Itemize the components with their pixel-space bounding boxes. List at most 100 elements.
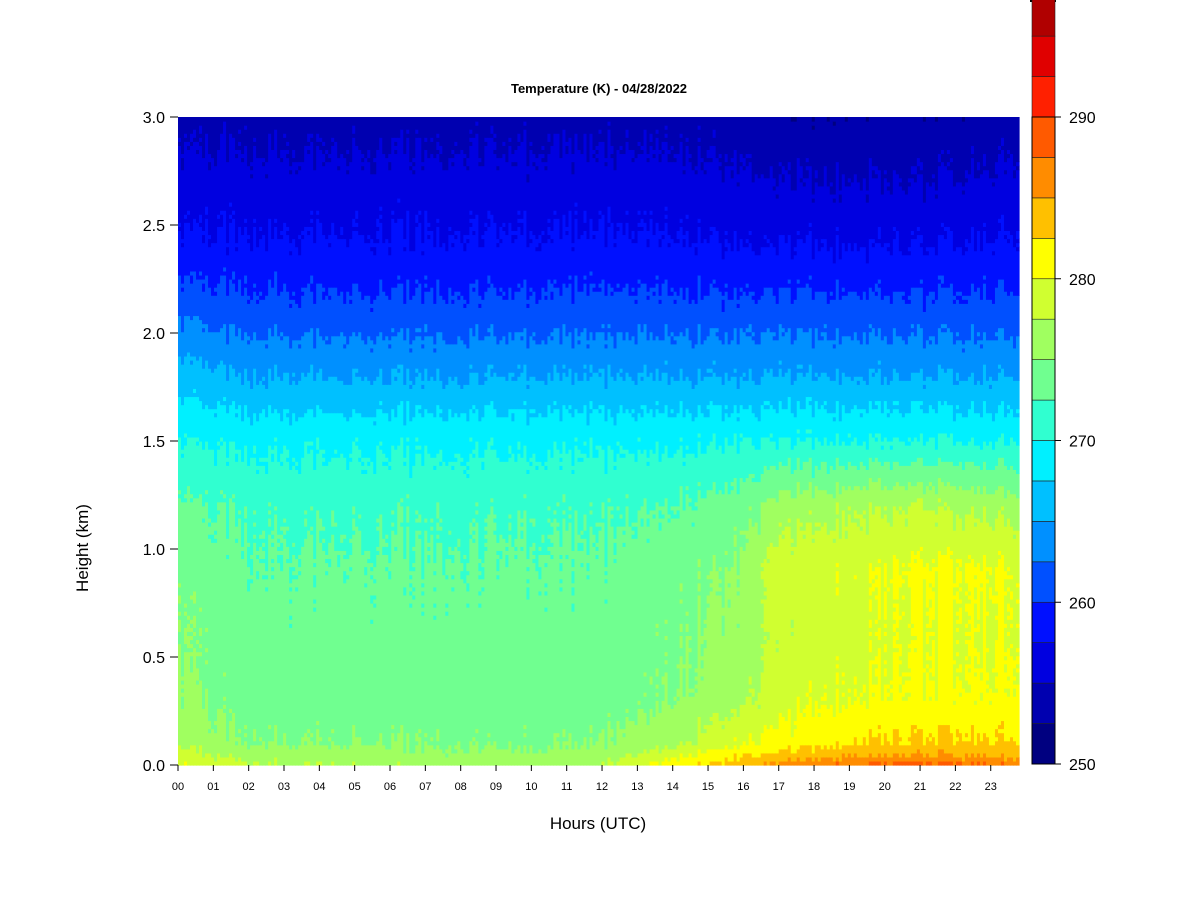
heatmap-cell bbox=[604, 388, 609, 422]
heatmap-cell bbox=[775, 501, 780, 547]
heatmap-cell bbox=[655, 692, 660, 697]
heatmap-cell bbox=[577, 343, 582, 381]
heatmap-cell bbox=[526, 388, 531, 426]
heatmap-cell bbox=[679, 441, 684, 446]
heatmap-cell bbox=[655, 222, 660, 276]
heatmap-cell bbox=[418, 534, 422, 539]
heatmap-cell bbox=[349, 299, 353, 304]
heatmap-cell bbox=[178, 744, 182, 766]
heatmap-cell bbox=[598, 129, 603, 134]
heatmap-cell bbox=[901, 299, 906, 341]
heatmap-cell bbox=[898, 692, 903, 738]
heatmap-cell bbox=[811, 416, 816, 450]
heatmap-cell bbox=[388, 117, 392, 155]
heatmap-cell bbox=[409, 347, 413, 353]
heatmap-cell bbox=[529, 412, 534, 418]
heatmap-cell bbox=[715, 493, 720, 572]
heatmap-cell bbox=[688, 688, 693, 693]
heatmap-cell bbox=[376, 530, 380, 547]
heatmap-cell bbox=[745, 153, 750, 159]
heatmap-cell bbox=[241, 234, 245, 296]
heatmap-cell bbox=[223, 675, 227, 697]
heatmap-cell bbox=[721, 117, 726, 183]
heatmap-cell bbox=[427, 234, 431, 240]
heatmap-cell bbox=[691, 347, 696, 389]
heatmap-cell bbox=[463, 412, 467, 466]
heatmap-cell bbox=[682, 335, 687, 381]
heatmap-cell bbox=[334, 412, 338, 450]
heatmap-cell bbox=[607, 720, 612, 758]
heatmap-cell bbox=[886, 189, 891, 244]
heatmap-cell bbox=[223, 404, 227, 442]
heatmap-cell bbox=[865, 189, 870, 195]
heatmap-cell bbox=[766, 752, 771, 766]
heatmap-cell bbox=[460, 388, 464, 414]
heatmap-cell bbox=[289, 469, 293, 564]
heatmap-cell bbox=[616, 230, 621, 284]
heatmap-cell bbox=[214, 117, 218, 167]
heatmap-cell bbox=[847, 185, 852, 244]
heatmap-cell bbox=[589, 331, 594, 365]
heatmap-cell bbox=[775, 339, 780, 377]
heatmap-cell bbox=[691, 756, 696, 766]
heatmap-cell bbox=[547, 141, 552, 155]
heatmap-cell bbox=[598, 331, 603, 369]
heatmap-cell bbox=[493, 530, 497, 535]
heatmap-cell bbox=[265, 117, 269, 163]
heatmap-cell bbox=[679, 226, 684, 288]
heatmap-cell bbox=[787, 234, 792, 280]
heatmap-cell bbox=[901, 696, 906, 701]
heatmap-cell bbox=[532, 376, 537, 410]
heatmap-cell bbox=[745, 752, 750, 766]
heatmap-cell bbox=[724, 408, 729, 414]
heatmap-cell bbox=[646, 517, 651, 527]
heatmap-cell bbox=[808, 222, 813, 227]
heatmap-cell bbox=[556, 740, 561, 766]
heatmap-cell bbox=[718, 339, 723, 377]
heatmap-cell bbox=[841, 335, 846, 373]
heatmap-cell bbox=[559, 558, 564, 564]
heatmap-cell bbox=[499, 558, 503, 750]
heatmap-cell bbox=[784, 526, 789, 722]
heatmap-cell bbox=[388, 299, 392, 341]
heatmap-cell bbox=[610, 376, 615, 418]
heatmap-cell bbox=[259, 380, 263, 414]
heatmap-cell bbox=[790, 258, 795, 304]
heatmap-cell bbox=[238, 372, 242, 406]
heatmap-cell bbox=[733, 708, 738, 738]
heatmap-cell bbox=[508, 445, 512, 454]
heatmap-cell bbox=[385, 238, 389, 296]
heatmap-cell bbox=[727, 598, 732, 608]
heatmap-cell bbox=[751, 696, 756, 705]
heatmap-cell bbox=[403, 153, 407, 240]
heatmap-cell bbox=[721, 420, 726, 454]
heatmap-cell bbox=[190, 627, 194, 632]
heatmap-cell bbox=[847, 291, 852, 337]
heatmap-cell bbox=[241, 558, 245, 746]
heatmap-cell bbox=[865, 412, 870, 450]
heatmap-cell bbox=[271, 562, 275, 568]
heatmap-cell bbox=[622, 153, 627, 236]
heatmap-cell bbox=[643, 497, 648, 673]
heatmap-cell bbox=[340, 117, 344, 155]
heatmap-cell bbox=[334, 141, 338, 236]
heatmap-cell bbox=[706, 157, 711, 163]
heatmap-cell bbox=[796, 364, 801, 369]
heatmap-cell bbox=[778, 117, 783, 163]
heatmap-cell bbox=[598, 376, 603, 406]
heatmap-cell bbox=[760, 655, 765, 661]
heatmap-cell bbox=[487, 226, 491, 276]
heatmap-cell bbox=[355, 441, 359, 446]
heatmap-cell bbox=[472, 234, 476, 284]
heatmap-cell bbox=[793, 497, 798, 547]
heatmap-cell bbox=[259, 465, 263, 535]
heatmap-cell bbox=[724, 404, 729, 410]
heatmap-cell bbox=[739, 441, 744, 479]
heatmap-cell bbox=[355, 736, 359, 766]
heatmap-cell bbox=[487, 736, 491, 742]
heatmap-cell bbox=[694, 165, 699, 171]
heatmap-cell bbox=[310, 534, 314, 734]
heatmap-cell bbox=[196, 315, 200, 361]
heatmap-cell bbox=[904, 675, 909, 681]
heatmap-cell bbox=[421, 586, 425, 592]
